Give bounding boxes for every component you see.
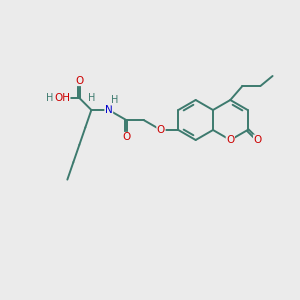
Text: H: H	[111, 95, 118, 105]
Text: O: O	[254, 135, 262, 145]
Text: O: O	[157, 125, 165, 135]
Text: N: N	[105, 105, 112, 115]
Text: O: O	[226, 135, 234, 145]
Text: OH: OH	[54, 93, 70, 103]
Text: H: H	[88, 93, 95, 103]
Text: O: O	[122, 132, 130, 142]
Text: O: O	[75, 76, 83, 85]
Text: H: H	[46, 93, 54, 103]
